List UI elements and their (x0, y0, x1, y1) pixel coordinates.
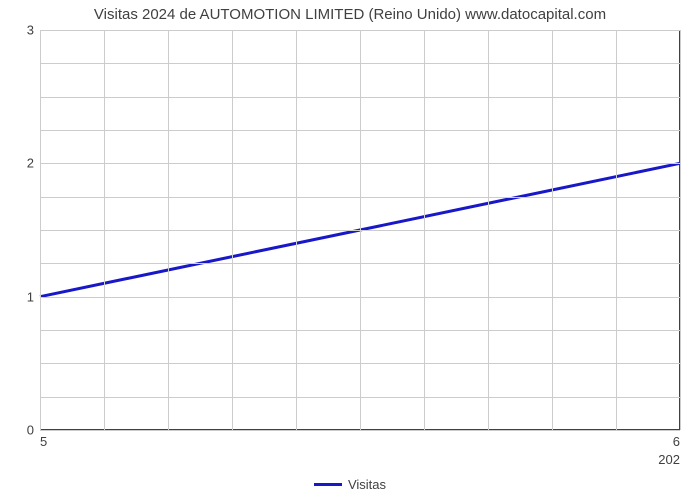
gridline-vertical (680, 30, 681, 430)
y-tick-label: 0 (27, 423, 34, 438)
x-tick-label: 6 (673, 434, 680, 449)
plot-area: 012356202 (40, 30, 680, 430)
gridline-vertical (616, 30, 617, 430)
gridline-vertical (488, 30, 489, 430)
gridline-vertical (168, 30, 169, 430)
gridline-vertical (360, 30, 361, 430)
gridline-horizontal (40, 430, 680, 431)
gridline-vertical (424, 30, 425, 430)
gridline-vertical (296, 30, 297, 430)
legend-label: Visitas (348, 477, 386, 492)
y-tick-label: 3 (27, 23, 34, 38)
legend-swatch (314, 483, 342, 486)
chart-title: Visitas 2024 de AUTOMOTION LIMITED (Rein… (0, 6, 700, 23)
gridline-vertical (552, 30, 553, 430)
chart-container: Visitas 2024 de AUTOMOTION LIMITED (Rein… (0, 0, 700, 500)
legend: Visitas (0, 476, 700, 492)
x-tick-label: 5 (40, 434, 47, 449)
y-tick-label: 2 (27, 156, 34, 171)
gridline-vertical (232, 30, 233, 430)
y-tick-label: 1 (27, 289, 34, 304)
gridline-vertical (104, 30, 105, 430)
gridline-vertical (40, 30, 41, 430)
x-sub-label: 202 (658, 452, 680, 467)
